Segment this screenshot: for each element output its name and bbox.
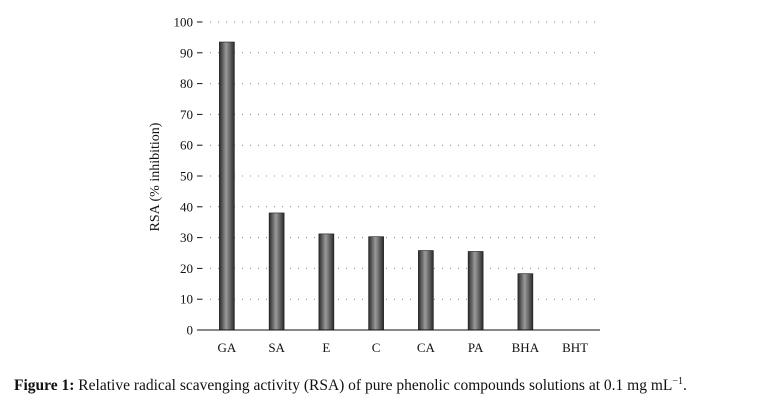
y-tick-label: 30 <box>180 230 193 245</box>
x-axis: GA SA E C CA PA BHA BHT <box>202 329 600 355</box>
bar-e <box>318 233 335 331</box>
bar-bha <box>517 273 534 331</box>
y-tick-label: 0 <box>187 323 194 338</box>
y-tick-label: 40 <box>180 199 193 214</box>
y-tick-label: 80 <box>180 76 193 91</box>
caption-superscript: −1 <box>672 376 683 387</box>
caption-text: Relative radical scavenging activity (RS… <box>78 377 673 395</box>
y-axis: 0 10 20 30 40 50 60 70 80 90 100 <box>174 15 202 338</box>
x-tick-label: C <box>372 340 381 355</box>
caption-end: . <box>682 377 687 395</box>
y-tick-label: 100 <box>174 15 194 30</box>
bar-pa <box>467 251 484 331</box>
bar-c <box>368 236 384 331</box>
y-tick-label: 50 <box>180 169 193 184</box>
bar-ca <box>418 250 434 331</box>
x-tick-label: E <box>322 340 330 355</box>
figure-caption: Figure 1: Relative radical scavenging ac… <box>14 376 687 395</box>
gridlines <box>202 21 600 300</box>
x-tick-label: GA <box>217 340 236 355</box>
bars <box>219 41 534 331</box>
x-tick-label: BHA <box>512 340 540 355</box>
y-tick-label: 60 <box>180 138 193 153</box>
x-tick-label: PA <box>468 340 484 355</box>
x-tick-label: BHT <box>562 340 588 355</box>
caption-label: Figure 1: <box>14 377 75 395</box>
y-axis-label: RSA (% inhibition) <box>148 122 163 231</box>
y-tick-label: 20 <box>180 261 193 276</box>
bar-sa <box>268 212 285 331</box>
x-tick-label: CA <box>417 340 436 355</box>
bar-ga <box>219 41 235 331</box>
y-tick-label: 10 <box>180 292 193 307</box>
y-tick-label: 90 <box>180 45 193 60</box>
y-tick-label: 70 <box>180 107 193 122</box>
x-tick-label: SA <box>268 340 285 355</box>
